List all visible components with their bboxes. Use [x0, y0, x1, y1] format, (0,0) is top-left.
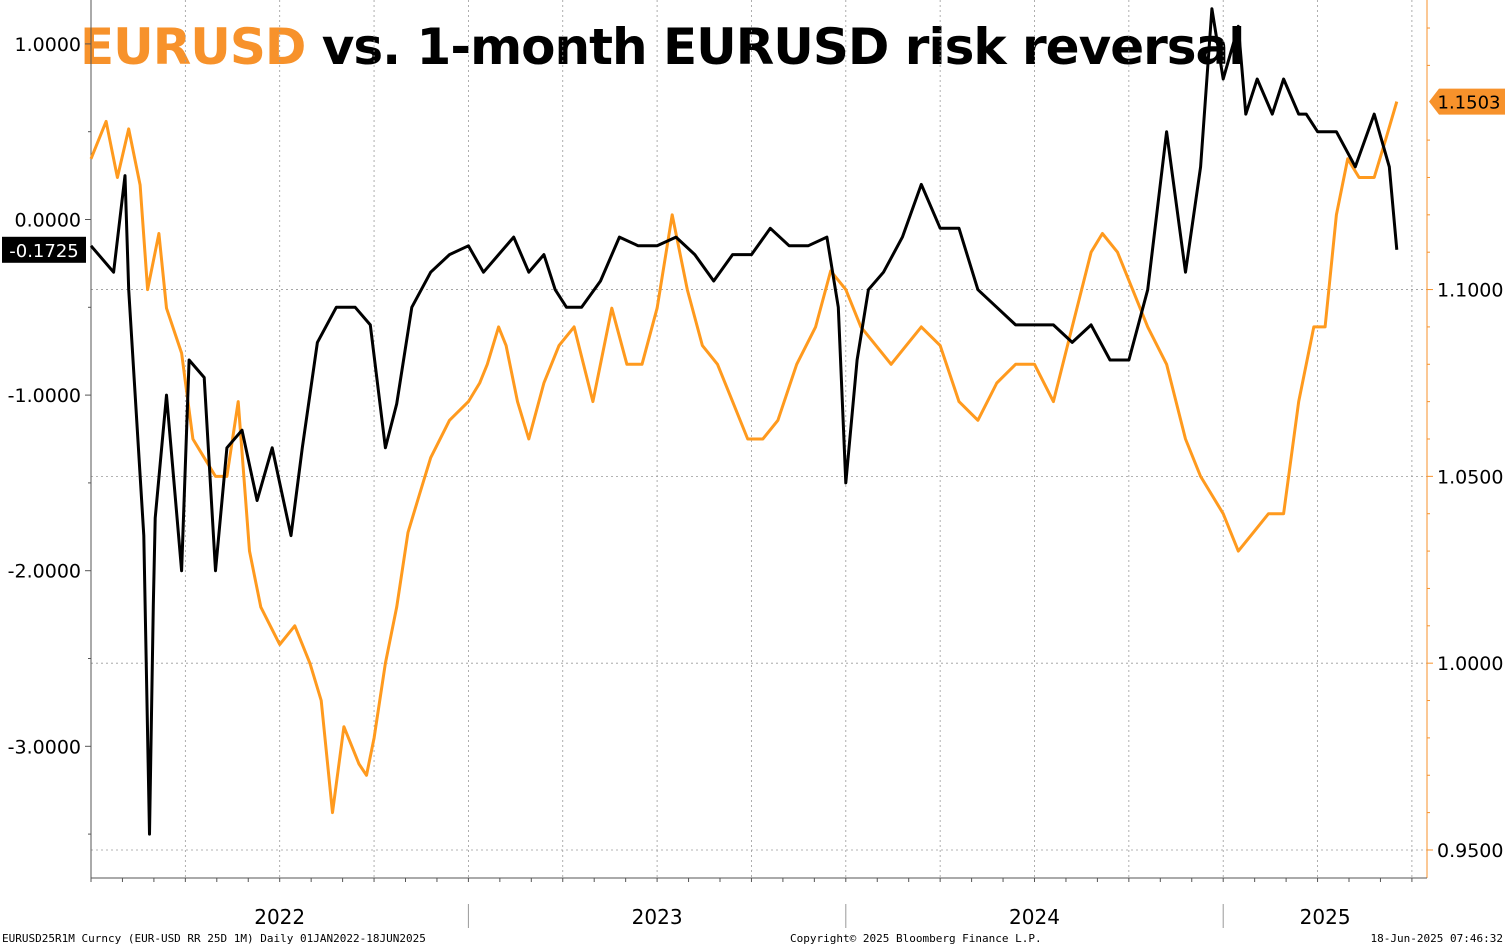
x-axis-year-label: 2025	[1300, 905, 1351, 929]
last-value-badges: -0.1725 1.1503	[2, 88, 1505, 263]
chart-title-rest: vs. 1-month EURUSD risk reversal	[305, 18, 1246, 76]
left-last-value-badge	[2, 236, 86, 263]
eurusd-line	[89, 101, 1399, 815]
x-axis-year-label: 2024	[1009, 905, 1060, 929]
chart-title-highlight: EURUSD	[80, 18, 306, 76]
x-axis: 2022 2023 2024 2025	[90, 878, 1413, 929]
chart-title: EURUSD vs. 1-month EURUSD risk reversal	[80, 18, 1246, 76]
left-axis-tick-label: -3.0000	[8, 736, 81, 758]
right-last-value-badge	[1429, 88, 1505, 115]
x-axis-year-label: 2023	[632, 905, 683, 929]
right-axis: 1.1000 1.0500 1.0000 0.9500	[1427, 27, 1503, 862]
footer-timestamp: 18-Jun-2025 07:46:32	[1370, 932, 1503, 945]
footer-source: EURUSD25R1M Curncy (EUR-USD RR 25D 1M) D…	[2, 932, 426, 945]
right-axis-tick-label: 1.0000	[1437, 653, 1503, 675]
right-axis-tick-label: 0.9500	[1437, 840, 1503, 862]
footer-copyright: Copyright© 2025 Bloomberg Finance L.P.	[790, 932, 1042, 945]
right-axis-tick-label: 1.1000	[1437, 280, 1503, 302]
left-axis: 1.0000 0.0000 -1.0000 -2.0000 -3.0000	[8, 34, 91, 835]
series-lines	[89, 7, 1399, 836]
risk-reversal-line	[89, 7, 1399, 836]
left-axis-tick-label: -1.0000	[8, 385, 81, 407]
left-axis-tick-label: 0.0000	[15, 210, 81, 232]
right-axis-tick-label: 1.0500	[1437, 466, 1503, 488]
left-last-value-label: -0.1725	[9, 241, 78, 262]
x-axis-year-label: 2022	[254, 905, 305, 929]
left-axis-tick-label: -2.0000	[8, 561, 81, 583]
right-last-value-label: 1.1503	[1438, 93, 1501, 114]
left-axis-tick-label: 1.0000	[15, 34, 81, 56]
